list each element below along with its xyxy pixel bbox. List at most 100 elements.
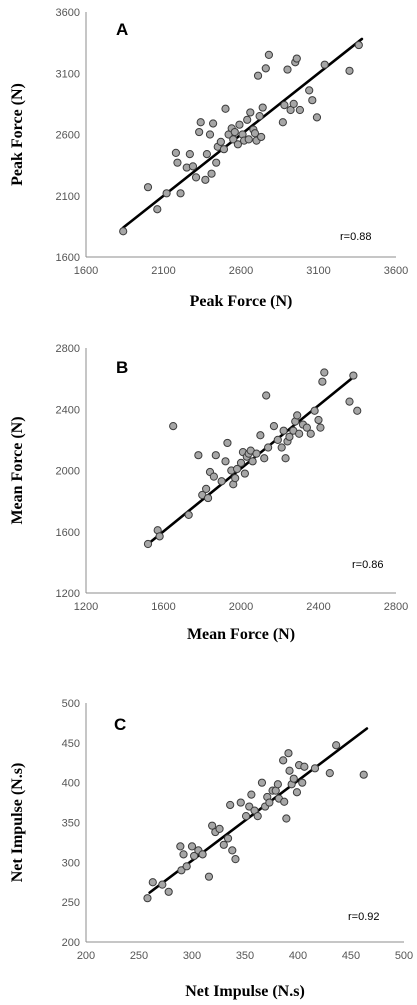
x-tick-label: 2400 — [306, 601, 330, 613]
data-point — [312, 113, 322, 122]
y-tick-label: 450 — [62, 738, 80, 750]
data-point — [233, 464, 242, 474]
data-point — [277, 443, 286, 452]
x-tick-label: 1600 — [74, 265, 98, 277]
data-point — [320, 60, 329, 69]
data-point — [196, 118, 205, 127]
data-point — [202, 484, 211, 493]
data-point — [162, 189, 171, 198]
x-tick-label: 2100 — [151, 265, 175, 277]
data-point — [209, 119, 218, 128]
x-tick-label: 2800 — [384, 601, 408, 613]
data-point — [190, 851, 199, 861]
y-axis-title: Peak Force (N) — [9, 83, 26, 186]
data-point — [231, 855, 240, 864]
data-point — [155, 532, 164, 541]
data-point — [325, 769, 334, 778]
data-point — [188, 162, 198, 171]
data-point — [308, 96, 317, 105]
data-point — [212, 158, 221, 167]
correlation-label: r=0.86 — [352, 559, 384, 571]
data-point — [252, 449, 261, 458]
data-point — [359, 770, 368, 779]
data-point — [345, 397, 354, 406]
x-axis-title: Net Impulse (N.s) — [185, 983, 305, 1000]
y-tick-label: 250 — [62, 897, 80, 909]
data-point — [289, 774, 298, 783]
data-point — [285, 766, 294, 775]
data-point — [240, 469, 249, 478]
data-point — [256, 431, 265, 440]
data-point — [280, 101, 289, 110]
data-point — [289, 99, 298, 108]
data-point — [295, 429, 304, 438]
y-tick-label: 1200 — [56, 588, 80, 600]
data-point — [119, 227, 128, 236]
x-tick-label: 1600 — [151, 601, 175, 613]
y-tick-label: 1600 — [56, 527, 80, 539]
data-point — [279, 426, 288, 435]
y-axis-title: Mean Force (N) — [9, 416, 26, 524]
y-tick-label: 2600 — [56, 130, 80, 142]
data-point — [264, 443, 273, 452]
correlation-label: r=0.92 — [348, 911, 380, 923]
data-point — [207, 169, 216, 178]
data-point — [221, 104, 230, 113]
data-point — [260, 454, 269, 463]
data-point — [209, 472, 218, 481]
data-point — [269, 421, 279, 431]
data-point — [285, 432, 294, 441]
data-point — [211, 451, 220, 460]
data-point — [216, 137, 225, 146]
panel-letter: B — [116, 358, 128, 377]
y-tick-label: 400 — [62, 778, 80, 790]
y-tick-label: 3600 — [56, 7, 80, 19]
data-point — [244, 135, 253, 144]
y-tick-label: 200 — [62, 937, 80, 949]
data-point — [230, 127, 239, 137]
chart-panel-b: 1200 1600 2000 2400 2800 1200 1600 2000 2400 2800… — [9, 343, 408, 643]
data-point — [215, 824, 224, 833]
data-point — [184, 510, 193, 520]
data-point — [143, 183, 153, 192]
data-point — [258, 103, 267, 112]
x-tick-label: 300 — [183, 950, 201, 962]
data-point — [185, 150, 194, 159]
y-axis-title: Net Impulse (N.s) — [9, 763, 26, 883]
x-tick-label: 2600 — [229, 265, 253, 277]
y-tick-label: 2800 — [56, 343, 80, 355]
data-point — [202, 150, 211, 159]
data-point — [345, 66, 354, 75]
data-point — [201, 175, 210, 184]
data-point — [235, 120, 244, 129]
data-point — [217, 477, 226, 486]
data-point — [320, 368, 329, 377]
data-point — [246, 108, 255, 117]
data-point — [195, 127, 204, 137]
y-tick-label: 3100 — [56, 68, 80, 80]
data-point — [292, 788, 302, 797]
data-point — [219, 145, 229, 154]
data-point — [164, 887, 173, 896]
x-axis-title: Peak Force (N) — [190, 293, 293, 310]
data-point — [223, 438, 232, 448]
data-point — [203, 493, 213, 503]
data-point — [295, 105, 304, 115]
chart-panel-c: 200 250 300 350 400 450 500 200 250 300 350 400 450 5… — [9, 698, 413, 1000]
data-point — [262, 391, 271, 400]
data-point — [177, 866, 186, 875]
data-point — [349, 371, 358, 380]
data-point — [245, 802, 254, 811]
data-point — [264, 50, 273, 59]
data-point — [158, 880, 167, 889]
data-point — [282, 814, 291, 823]
data-point — [176, 189, 185, 198]
data-point — [292, 54, 301, 63]
data-point — [281, 454, 290, 463]
data-point — [279, 756, 288, 765]
data-point — [243, 115, 252, 124]
correlation-label: r=0.88 — [340, 231, 372, 243]
data-point — [257, 132, 266, 142]
y-tick-label: 500 — [62, 698, 80, 710]
